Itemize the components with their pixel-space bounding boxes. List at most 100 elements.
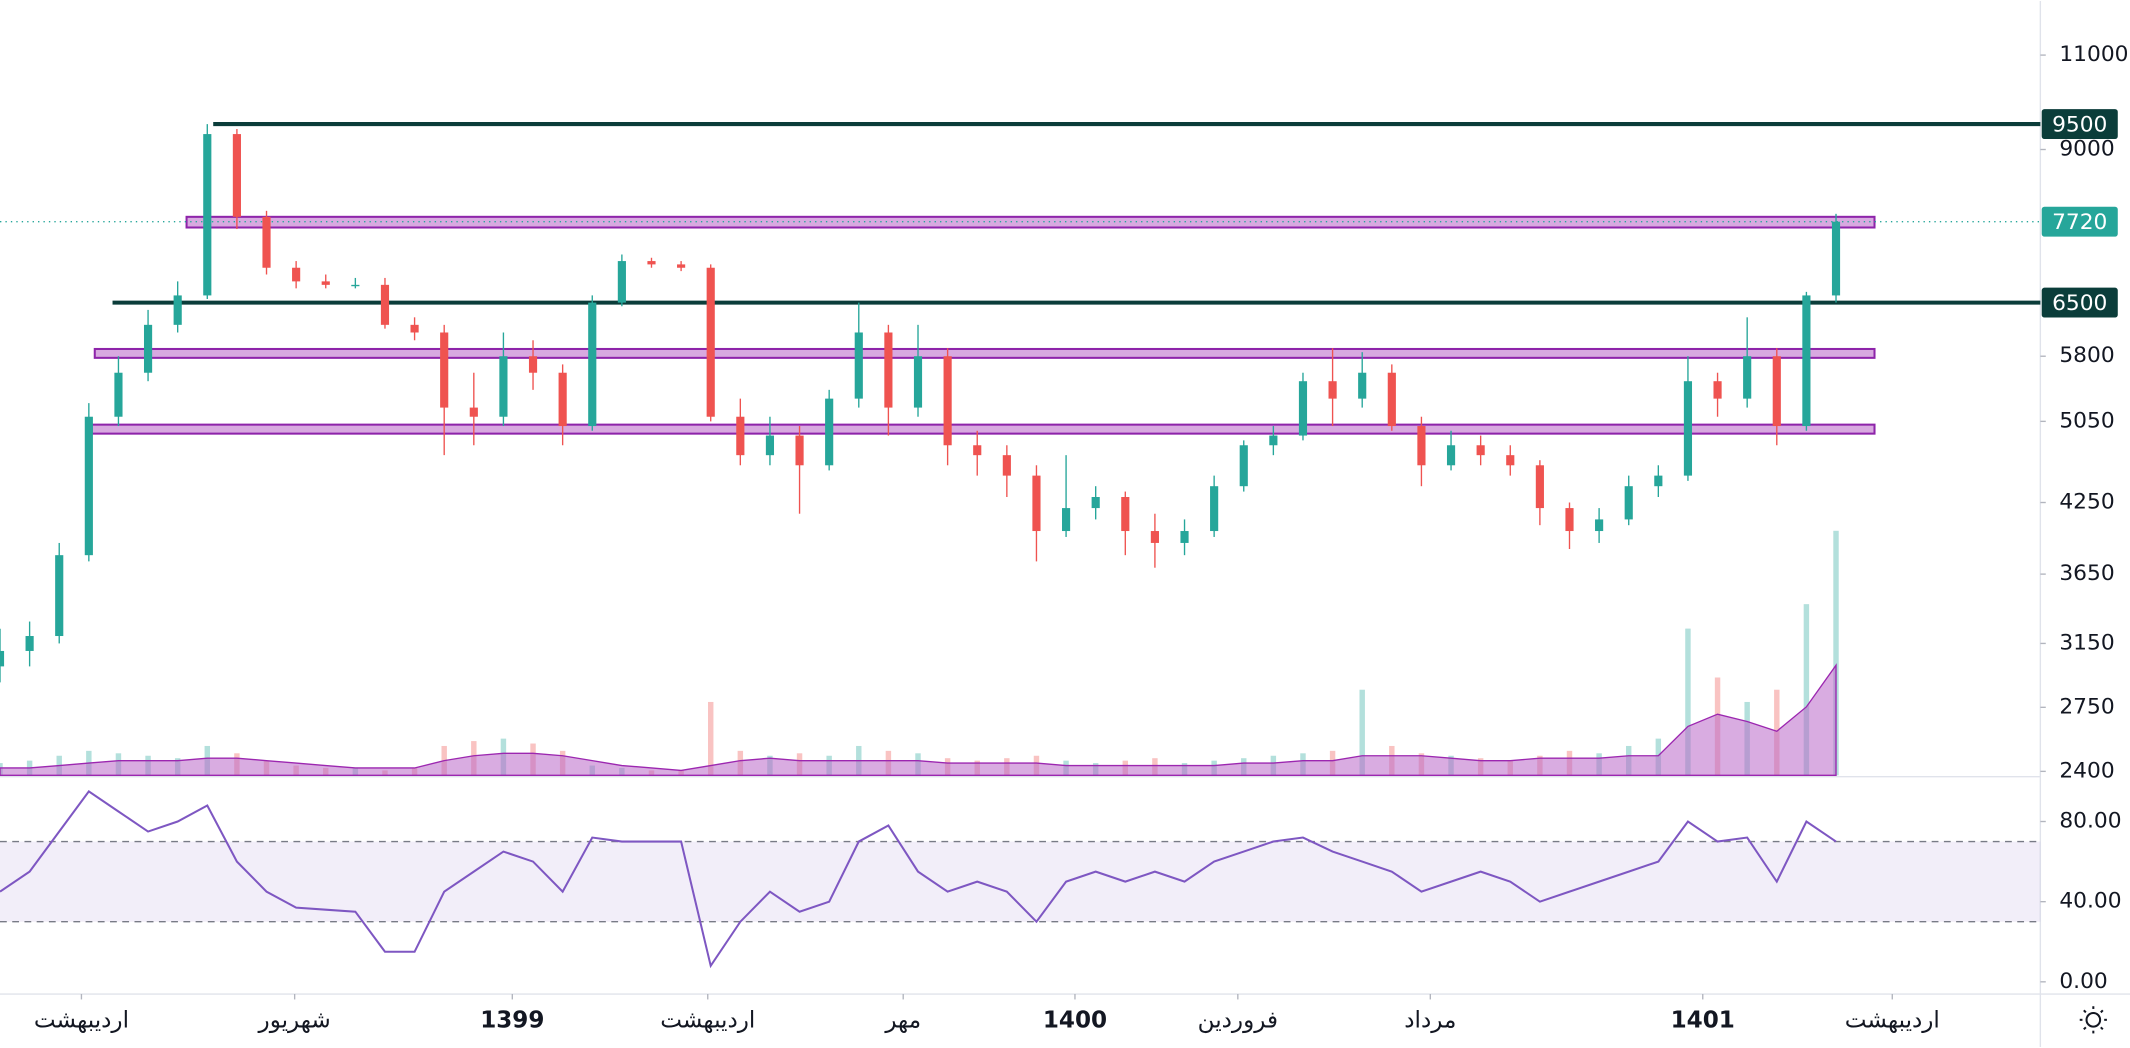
candle-body — [913, 356, 923, 408]
candle-body — [706, 267, 715, 417]
x-tick-label: اردیبهشت — [660, 1008, 755, 1034]
candle-body — [1358, 372, 1367, 399]
x-tick-label: شهریور — [258, 1008, 331, 1034]
candle-body — [1743, 356, 1752, 399]
candle-body — [1121, 497, 1130, 532]
y-tick-label: 3650 — [2059, 561, 2114, 586]
candle-body — [1298, 381, 1308, 436]
volume-bar — [1685, 628, 1691, 776]
y-tick-label: 3150 — [2059, 630, 2114, 655]
candle-body — [795, 435, 804, 466]
candle-body — [1091, 497, 1100, 509]
candle-body — [25, 636, 34, 651]
candle-body — [1002, 455, 1011, 476]
y-tick-label: 4250 — [2059, 490, 2114, 515]
candle-body — [173, 295, 182, 325]
candle-body — [1239, 445, 1248, 487]
zone — [90, 423, 1876, 435]
x-tick-label: مرداد — [1404, 1008, 1456, 1034]
candle-body — [84, 416, 93, 556]
candle-body — [410, 324, 419, 333]
candle-body — [1061, 508, 1071, 532]
zone — [185, 215, 1876, 229]
candle-body — [1032, 475, 1041, 532]
candle-body — [203, 134, 212, 296]
volume-bar — [1833, 530, 1839, 776]
x-tick-label: اردیبهشت — [1845, 1008, 1940, 1034]
candle-body — [143, 324, 153, 373]
candle-body — [380, 284, 390, 325]
candle-body — [1624, 486, 1633, 520]
volume-bar — [707, 701, 714, 776]
candle-body — [1210, 486, 1219, 532]
level-badge-label: 6500 — [2052, 291, 2107, 316]
volume-bar — [1359, 689, 1365, 776]
candle-body — [1565, 508, 1574, 532]
last-price-badge-label: 7720 — [2052, 210, 2107, 235]
last-price-badge — [2041, 206, 2118, 237]
x-tick-label: 1401 — [1671, 1008, 1735, 1034]
candle-body — [677, 264, 686, 268]
candle-body — [232, 134, 241, 217]
candle-body — [469, 407, 478, 417]
candle-body — [292, 267, 301, 282]
candle-body — [0, 650, 5, 667]
candle-body — [825, 398, 834, 466]
candle-body — [617, 261, 626, 303]
candle-body — [1417, 426, 1426, 466]
y-tick-label: 2750 — [2059, 694, 2114, 719]
candle-body — [55, 555, 64, 637]
rsi-tick-label: 80.00 — [2059, 809, 2121, 834]
candle-body — [943, 356, 952, 446]
candle-body — [1476, 445, 1485, 456]
candle-body — [1595, 519, 1604, 532]
rsi-tick-label: 40.00 — [2059, 889, 2121, 914]
rsi-band — [0, 841, 2041, 922]
candle-body — [1535, 465, 1544, 509]
candle-body — [1180, 531, 1189, 543]
candle-body — [1654, 475, 1663, 487]
candle-body — [262, 216, 271, 268]
candle-body — [647, 261, 656, 265]
candle-body — [973, 445, 982, 456]
volume-bar — [1803, 604, 1810, 776]
candle-body — [1150, 531, 1159, 543]
x-tick-label: اردیبهشت — [34, 1008, 129, 1034]
candle-body — [1772, 356, 1781, 427]
y-tick-label: 5050 — [2059, 408, 2114, 433]
level-badge-label: 9500 — [2052, 112, 2107, 137]
candle-body — [558, 372, 567, 427]
candle-body — [1713, 381, 1722, 399]
candle-body — [499, 356, 508, 417]
rsi-line — [0, 790, 1837, 969]
y-tick-label: 9000 — [2059, 137, 2114, 162]
candle-body — [528, 356, 538, 373]
level-badge — [2041, 109, 2118, 140]
x-tick-label: 1400 — [1043, 1008, 1107, 1034]
rsi-tick-label: 0.00 — [2059, 969, 2107, 994]
candle-body — [1387, 372, 1396, 427]
candle-body — [1802, 295, 1811, 427]
candle-body — [1683, 381, 1693, 476]
y-tick-label: 2400 — [2059, 758, 2114, 783]
candle-body — [1831, 221, 1841, 296]
candle-body — [1506, 455, 1515, 466]
y-tick-label: 11000 — [2059, 42, 2128, 67]
candle-body — [1269, 435, 1278, 446]
volume-ma-area — [0, 663, 1837, 776]
candle-body — [736, 416, 745, 456]
x-tick-label: مهر — [884, 1008, 921, 1034]
settings-icon[interactable] — [2079, 1006, 2107, 1034]
x-tick-label: فروردین — [1198, 1008, 1278, 1034]
candle-body — [1328, 381, 1337, 399]
candle-body — [854, 332, 863, 399]
candle-body — [765, 435, 775, 456]
x-tick-label: 1399 — [480, 1008, 544, 1034]
candle-body — [1446, 445, 1456, 466]
candle-body — [351, 284, 360, 287]
candle-body — [321, 281, 330, 285]
y-tick-label: 5800 — [2059, 343, 2114, 368]
zone — [93, 347, 1876, 359]
